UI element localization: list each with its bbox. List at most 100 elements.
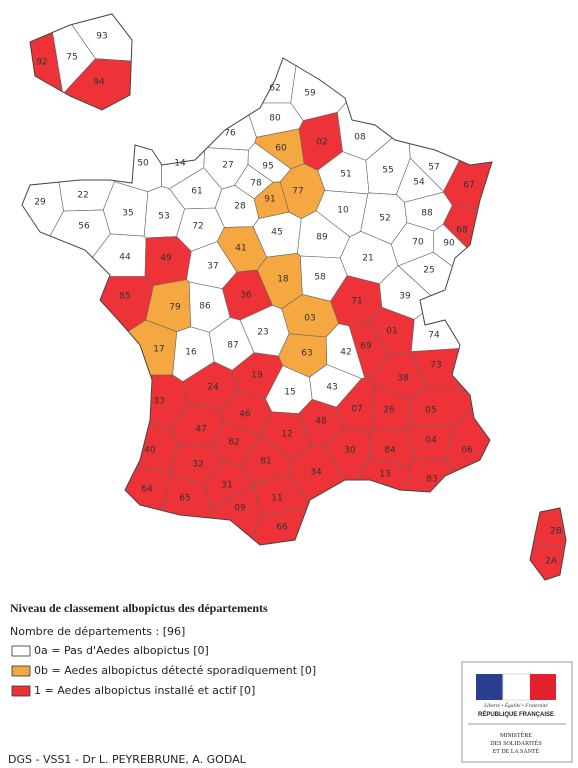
republic: RÉPUBLIQUE FRANÇAISE [478, 710, 554, 718]
department [30, 14, 64, 110]
department-code: 03 [304, 314, 315, 324]
department-code: 74 [428, 331, 440, 341]
department-code: 63 [301, 349, 312, 359]
department [22, 209, 111, 321]
department [410, 297, 566, 352]
department-code: 73 [430, 361, 441, 371]
department-code: 19 [251, 371, 263, 381]
department [148, 58, 257, 151]
department-code: 23 [257, 328, 268, 338]
legend-swatch [11, 645, 31, 657]
department [444, 360, 566, 515]
department-code: 42 [340, 348, 351, 358]
department-code: 45 [271, 228, 282, 238]
department-code: 68 [456, 226, 468, 236]
department-code: 64 [141, 485, 153, 495]
department-code: 92 [36, 58, 47, 68]
footer: DGS - VSS1 - Dr L. PEYREBRUNE, A. GODAL [8, 753, 247, 766]
department-code: 79 [169, 303, 181, 313]
department-group [30, 14, 132, 110]
legend: 0a = Pas d'Aedes albopictus [0] 0b = Aede… [11, 644, 316, 697]
department-code: 75 [66, 53, 77, 63]
ministry: MINISTÈRE [500, 731, 532, 739]
flag-white [502, 673, 531, 701]
department-code: 87 [227, 341, 238, 351]
department-code: 66 [276, 523, 288, 533]
outline [21, 13, 567, 581]
department-code: 69 [360, 342, 372, 352]
department-code: 53 [158, 212, 169, 222]
department-code: 18 [277, 275, 289, 285]
department-code: 30 [344, 446, 356, 456]
department [442, 205, 566, 318]
department-code: 81 [260, 457, 271, 467]
department-code: 88 [421, 209, 433, 219]
department-code: 86 [199, 302, 211, 312]
department-code: 01 [386, 327, 397, 337]
department-code: 94 [93, 78, 105, 88]
department-code: 93 [96, 32, 107, 42]
department-code: 17 [153, 345, 164, 355]
department-code: 09 [234, 504, 246, 514]
department-code: 59 [304, 89, 316, 99]
ministry: ET DE LA SANTÉ [493, 747, 540, 755]
department-code: 91 [264, 195, 275, 205]
department-code: 27 [222, 161, 233, 171]
department-code: 31 [221, 481, 232, 491]
motto: Liberté • Égalité • Fraternité [483, 701, 548, 709]
legend-swatch [11, 685, 31, 697]
department-code: 16 [185, 348, 197, 358]
ministry: DES SOLIDARITÉS [490, 739, 542, 747]
department-code: 50 [137, 159, 149, 169]
department-code: 65 [179, 494, 190, 504]
department-code: 29 [34, 198, 46, 208]
department-code: 70 [412, 238, 424, 248]
department-code: 21 [362, 254, 373, 264]
department-code: 2A [545, 557, 558, 567]
department-code: 02 [316, 138, 327, 148]
department-code: 85 [119, 292, 130, 302]
department [22, 457, 172, 580]
department [49, 58, 132, 110]
department-code: 46 [239, 410, 251, 420]
department-code: 58 [314, 273, 326, 283]
department-code: 08 [354, 133, 366, 143]
department-code: 72 [192, 222, 203, 232]
logo: Liberté • Égalité • Fraternité RÉPUBLIQU… [461, 661, 573, 763]
flag-blue [476, 674, 503, 700]
department-code: 82 [228, 438, 239, 448]
department-code: 07 [351, 405, 362, 415]
department-code: 48 [315, 417, 327, 427]
department-code: 32 [192, 460, 203, 470]
department-code: 56 [78, 222, 90, 232]
department-code: 22 [77, 191, 88, 201]
department-code: 76 [224, 129, 236, 139]
department-code: 84 [384, 446, 396, 456]
department-code: 49 [160, 254, 172, 264]
department-code: 61 [191, 187, 202, 197]
department [481, 416, 566, 551]
legend-swatch [11, 665, 31, 677]
department-code: 05 [425, 406, 436, 416]
department-code: 24 [207, 383, 219, 393]
department-code: 55 [382, 166, 393, 176]
department-code: 38 [397, 374, 409, 384]
legend-label: 0a = Pas d'Aedes albopictus [0] [34, 644, 209, 657]
department-code: 71 [351, 297, 362, 307]
department [181, 58, 301, 104]
labels: 62 59 80 76 60 02 08 50 14 27 95 51 55 57 67 54 78 77 91 22… [34, 32, 562, 567]
department-code: 28 [234, 202, 246, 212]
department [409, 386, 490, 426]
department-code: 44 [119, 253, 131, 263]
department-code: 11 [271, 494, 282, 504]
department-code: 95 [262, 162, 273, 172]
department-code: 35 [122, 209, 133, 219]
department-code: 51 [340, 170, 351, 180]
department-code: 83 [426, 475, 437, 485]
department-code: 60 [275, 144, 287, 154]
department [443, 58, 566, 226]
department-code: 13 [379, 470, 390, 480]
count-label: Nombre de départements : [96] [10, 625, 185, 638]
department-group [22, 58, 566, 580]
